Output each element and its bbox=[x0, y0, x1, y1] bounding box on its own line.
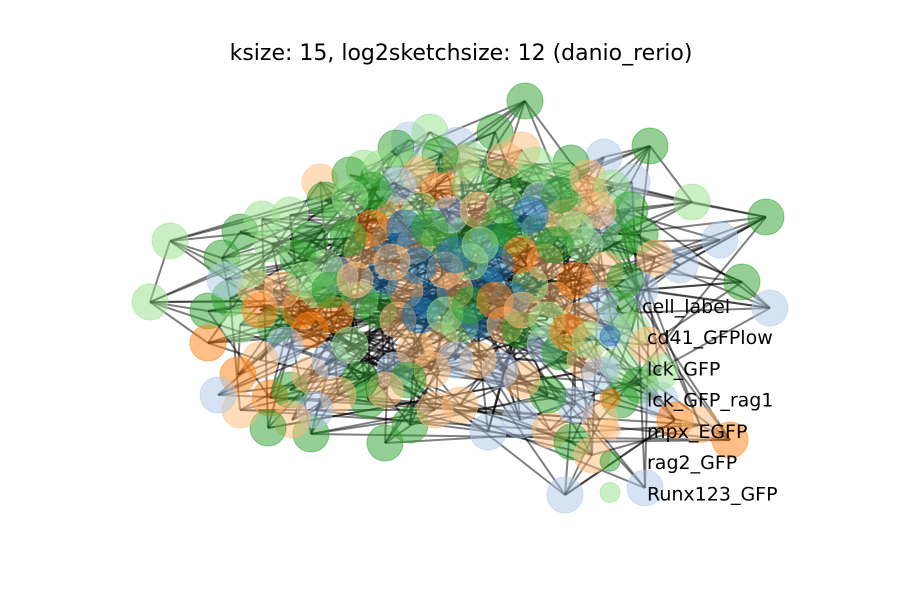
network-node-rag2_GFP bbox=[611, 191, 649, 229]
chart-title: ksize: 15, log2sketchsize: 12 (danio_rer… bbox=[230, 41, 693, 66]
network-nodes bbox=[131, 82, 789, 514]
network-node-mpx_EGFP bbox=[681, 406, 719, 444]
network-node-Runx123_GFP bbox=[673, 183, 711, 221]
network-node-lck_GFP bbox=[751, 289, 789, 327]
network-node-mpx_EGFP bbox=[441, 386, 479, 424]
network-node-Runx123_GFP bbox=[271, 196, 309, 234]
network-node-lck_GFP bbox=[626, 469, 664, 507]
legend-marker-rag2_GFP bbox=[599, 450, 621, 472]
network-node-Runx123_GFP bbox=[253, 225, 291, 263]
legend-marker-lck_GFP bbox=[599, 356, 621, 378]
network-edge bbox=[564, 419, 676, 496]
network-node-lck_GFP bbox=[469, 413, 507, 451]
network-node-Runx123_GFP bbox=[131, 283, 169, 321]
network-node-lck_GFP bbox=[701, 221, 739, 259]
network-node-Runx123_GFP bbox=[641, 353, 679, 391]
legend-marker-lck_GFP_rag1 bbox=[599, 388, 621, 410]
legend-label-Runx123_GFP: Runx123_GFP bbox=[647, 484, 778, 506]
network-node-rag2_GFP bbox=[631, 127, 669, 165]
network-node-rag2_GFP bbox=[329, 219, 367, 257]
network-node-mpx_EGFP bbox=[336, 261, 374, 299]
network-edge bbox=[639, 289, 771, 309]
network-node-rag2_GFP bbox=[747, 198, 785, 236]
network-node-rag2_GFP bbox=[541, 176, 579, 214]
network-node-rag2_GFP bbox=[249, 409, 287, 447]
network-node-lck_GFP bbox=[206, 261, 244, 299]
network-node-Runx123_GFP bbox=[151, 222, 189, 260]
legend-label-cd41_GFPlow: cd41_GFPlow bbox=[647, 327, 773, 349]
legend-marker-mpx_EGFP bbox=[599, 419, 621, 441]
network-node-rag2_GFP bbox=[536, 226, 574, 264]
legend-entries: cd41_GFPlow lck_GFP lck_GFP_rag1 mpx_EGFPra… bbox=[599, 325, 778, 506]
network-node-Runx123_GFP bbox=[331, 179, 369, 217]
network-node-rag2_GFP bbox=[606, 261, 644, 299]
network-node-lck_GFP_rag1 bbox=[189, 324, 227, 362]
network-node-mpx_EGFP bbox=[373, 243, 411, 281]
legend-marker-cd41_GFPlow bbox=[599, 325, 621, 347]
legend-title: cell_label bbox=[642, 296, 730, 318]
network-node-lck_GFP_rag1 bbox=[711, 421, 749, 459]
network-node-lck_GFP bbox=[546, 476, 584, 514]
network-node-lck_GFP_rag1 bbox=[556, 261, 594, 299]
network-edge bbox=[647, 281, 743, 346]
legend-label-rag2_GFP: rag2_GFP bbox=[647, 452, 737, 474]
network-node-rag2_GFP bbox=[411, 209, 449, 247]
legend-label-lck_GFP: lck_GFP bbox=[647, 358, 720, 380]
network-node-rag2_GFP bbox=[723, 263, 761, 301]
network-node-Runx123_GFP bbox=[461, 226, 499, 264]
network-node-Runx123_GFP bbox=[516, 146, 554, 184]
legend-marker-Runx123_GFP bbox=[599, 482, 621, 503]
network-node-rag2_GFP bbox=[506, 82, 544, 120]
network-node-lck_GFP bbox=[199, 376, 237, 414]
legend-label-mpx_EGFP: mpx_EGFP bbox=[647, 421, 747, 443]
legend: cell_label cd41_GFPlow lck_GFP lck_GFP_rag… bbox=[599, 296, 778, 506]
network-node-mpx_EGFP bbox=[636, 239, 674, 277]
network-node-Runx123_GFP bbox=[331, 326, 369, 364]
legend-label-lck_GFP_rag1: lck_GFP_rag1 bbox=[647, 390, 773, 412]
